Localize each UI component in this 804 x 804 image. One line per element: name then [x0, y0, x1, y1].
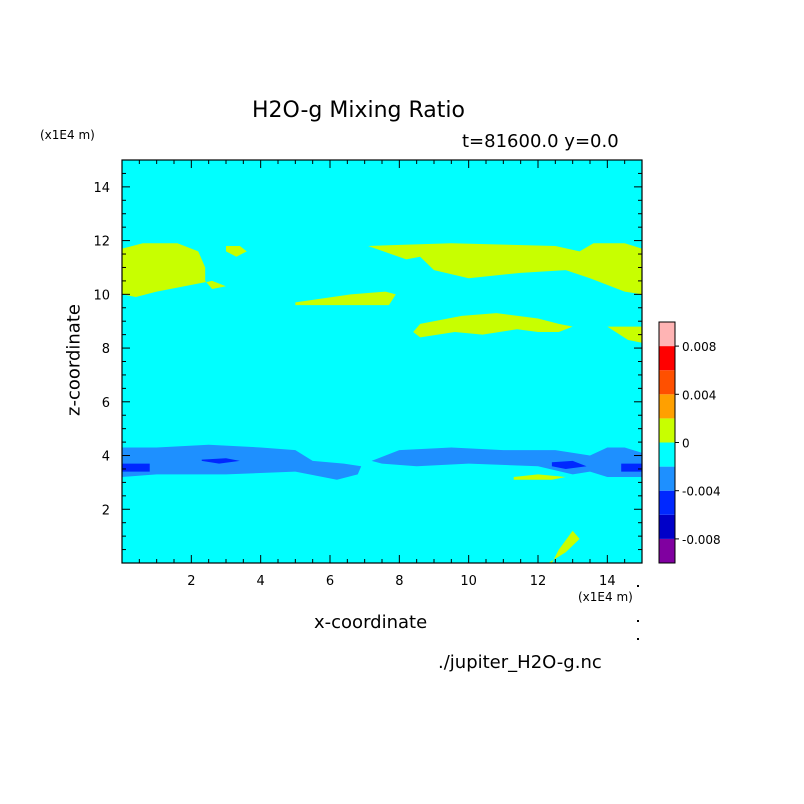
contour-region-lower-dry-core-c: [551, 460, 587, 469]
colorbar-tick-label: 0: [682, 437, 690, 451]
y-tick-label: 2: [102, 503, 110, 518]
x-tick-label: 6: [326, 574, 334, 589]
tick-mark-dot: [637, 585, 639, 587]
contour-region-upper-moist-band: [295, 291, 396, 306]
tick-mark-dot: [637, 620, 639, 622]
source-file-label: ./jupiter_H2O-g.nc: [438, 652, 602, 673]
plot-background-region: [122, 160, 642, 563]
colorbar-swatch: [659, 538, 675, 563]
colorbar-swatch: [659, 442, 675, 467]
colorbar-swatch: [659, 370, 675, 395]
colorbar-tick-label: 0.004: [682, 388, 716, 402]
contour-region-lower-moist-sliver: [513, 474, 566, 480]
y-axis-unit: (x1E4 m): [40, 128, 95, 142]
x-axis-label: x-coordinate: [314, 612, 428, 633]
tick-mark-dot: [637, 638, 639, 640]
contour-region-mid-moist: [413, 313, 573, 338]
x-tick-label: 2: [187, 574, 195, 589]
y-tick-label: 8: [102, 342, 110, 357]
colorbar-swatch: [659, 490, 675, 515]
colorbar-swatch: [659, 418, 675, 443]
contour-region-lower-dry-core-b: [201, 458, 240, 464]
contour-region-upper-moist-left: [122, 243, 226, 298]
x-tick-label: 14: [599, 574, 616, 589]
colorbar-swatch: [659, 346, 675, 371]
y-tick-label: 4: [102, 450, 110, 465]
colorbar-swatch: [659, 514, 675, 539]
colorbar-swatch: [659, 394, 675, 419]
x-tick-label: 10: [460, 574, 477, 589]
contour-region-upper-moist-small: [226, 245, 247, 257]
x-axis-unit: (x1E4 m): [578, 590, 633, 604]
contour-region-mid-moist-right: [607, 326, 642, 343]
contour-region-upper-moist-right: [368, 243, 642, 295]
contour-region-lower-dry-left: [122, 444, 362, 480]
colorbar-tick-label: -0.008: [682, 533, 721, 547]
colorbar-swatch: [659, 466, 675, 491]
colorbar-tick-label: 0.008: [682, 340, 716, 354]
y-tick-label: 6: [102, 396, 110, 411]
colorbar-tick-label: -0.004: [682, 485, 721, 499]
x-tick-label: 12: [530, 574, 547, 589]
y-tick-label: 10: [93, 288, 110, 303]
y-tick-label: 12: [93, 235, 110, 250]
contour-region-lower-dry-core-d: [621, 463, 642, 472]
chart-subtitle: t=81600.0 y=0.0: [462, 131, 619, 152]
contour-region-lower-dry-right: [371, 447, 642, 478]
x-tick-label: 4: [257, 574, 265, 589]
x-tick-label: 8: [395, 574, 403, 589]
contour-region-bottom-moist: [548, 530, 580, 563]
chart-title: H2O-g Mixing Ratio: [252, 98, 465, 123]
contour-region-lower-dry-core-a: [122, 463, 150, 472]
y-tick-label: 14: [93, 181, 110, 196]
colorbar-swatch: [659, 322, 675, 347]
